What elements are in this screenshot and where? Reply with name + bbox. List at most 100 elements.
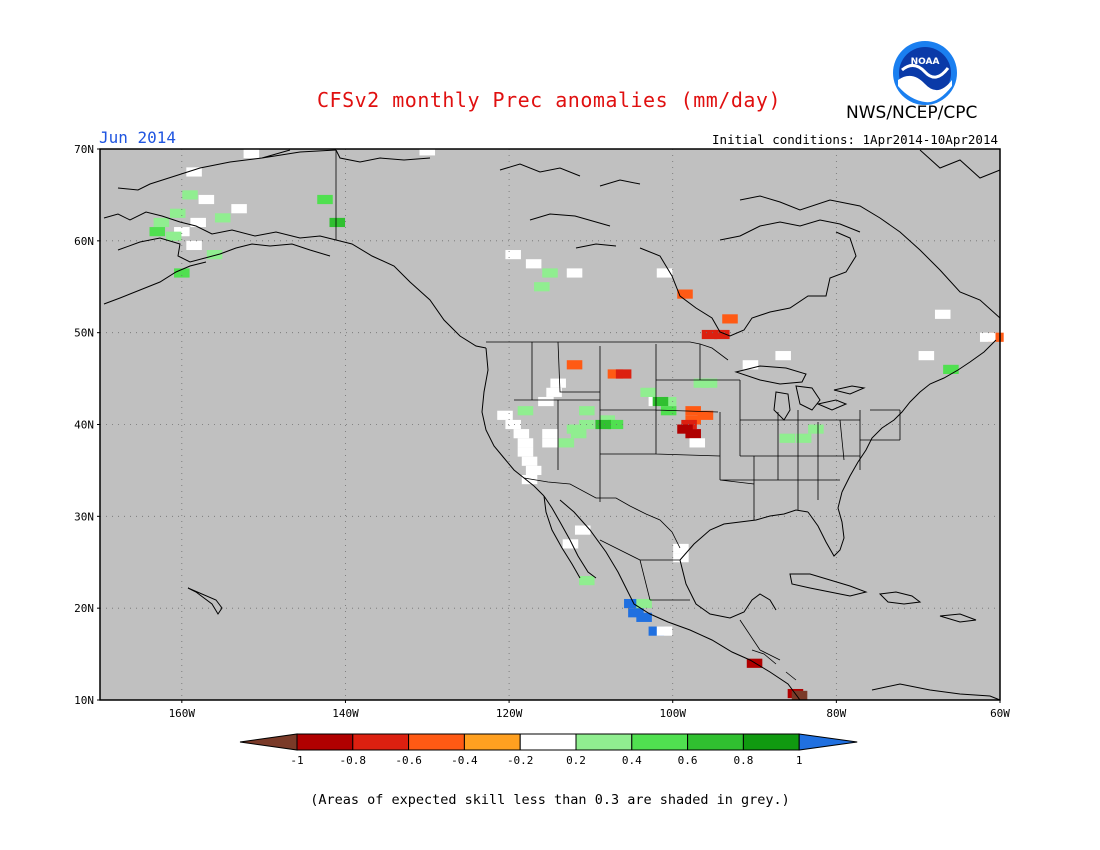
anomaly-cell (628, 608, 644, 618)
anomaly-cell (640, 387, 656, 397)
anomaly-cell (673, 553, 689, 563)
anomaly-cell (677, 424, 693, 434)
agency-label: NWS/NCEP/CPC (846, 103, 978, 123)
anomaly-cell (186, 240, 202, 251)
anomaly-cell (918, 351, 935, 361)
anomaly-cell (934, 309, 951, 319)
anomaly-cell (149, 227, 166, 237)
anomaly-cell (153, 217, 170, 228)
anomaly-cell (685, 429, 701, 439)
lat-tick-label: 30N (74, 510, 94, 523)
anomaly-cell (198, 194, 215, 205)
lat-tick-labels: 70N 60N 50N 40N 30N 20N 10N (74, 143, 100, 707)
anomaly-cell (165, 231, 182, 241)
anomaly-cell (513, 429, 530, 439)
anomaly-cell (714, 329, 730, 340)
color-legend: -1 -0.8 -0.6 -0.4 -0.2 0.2 0.4 0.6 0.8 1 (239, 733, 858, 767)
anomaly-cell (636, 598, 652, 609)
skill-footnote: (Areas of expected skill less than 0.3 a… (310, 792, 790, 808)
lat-tick-label: 10N (74, 694, 94, 707)
anomaly-cell (525, 259, 542, 269)
anomaly-cell (169, 208, 186, 218)
anomaly-cell (538, 396, 554, 407)
anomaly-cell (791, 690, 808, 700)
anomaly-cell (779, 433, 796, 443)
legend-label: 0.2 (566, 754, 586, 767)
anomaly-cell (579, 406, 595, 416)
noaa-logo-text: NOAA (911, 57, 940, 67)
legend-label: -0.2 (507, 754, 534, 767)
anomaly-cell (190, 217, 206, 228)
anomaly-cell (722, 314, 738, 324)
lon-tick-label: 100W (659, 707, 686, 720)
anomaly-cell (419, 146, 436, 156)
anomaly-cell (636, 612, 652, 622)
anomaly-cell (943, 364, 959, 374)
anomaly-cell (566, 360, 583, 370)
anomaly-cell (677, 289, 693, 299)
anomaly-cell (534, 282, 550, 292)
anomaly-cell (562, 539, 579, 549)
map-title: CFSv2 monthly Prec anomalies (mm/day) (316, 88, 782, 112)
anomaly-cell (607, 369, 624, 379)
anomaly-cell (979, 332, 996, 342)
legend-label: -0.4 (451, 754, 478, 767)
legend-swatch (687, 733, 744, 751)
legend-swatch (408, 733, 465, 751)
anomaly-cell (317, 194, 333, 205)
legend-arrow-low (239, 733, 298, 751)
anomaly-cell (182, 190, 198, 200)
legend-swatch (352, 733, 410, 751)
legend-label: 0.8 (733, 754, 753, 767)
anomaly-cell (521, 475, 538, 485)
anomaly-cell (648, 626, 665, 636)
legend-label: 0.4 (622, 754, 642, 767)
anomaly-cell (546, 387, 562, 397)
lat-tick-label: 60N (74, 235, 94, 248)
anomaly-cell (243, 149, 260, 159)
lat-tick-label: 40N (74, 419, 94, 432)
lon-tick-label: 60W (990, 707, 1010, 720)
lon-tick-labels: 160W 140W 120W 100W 80W 60W (169, 700, 1010, 720)
lon-tick-label: 160W (169, 707, 196, 720)
anomaly-cell (660, 396, 677, 407)
legend-swatch (742, 733, 800, 751)
anomaly-cell (517, 447, 534, 457)
lat-tick-label: 70N (74, 143, 94, 156)
anomaly-cell (542, 429, 558, 439)
legend-swatch (463, 733, 521, 751)
anomaly-cell (693, 378, 710, 388)
anomaly-cell (558, 438, 575, 448)
anomaly-cell (697, 410, 714, 420)
anomaly-cell (701, 378, 718, 388)
lon-tick-label: 140W (332, 707, 359, 720)
legend-arrow-high (798, 733, 858, 751)
anomaly-cell (231, 204, 247, 214)
anomaly-cell (652, 396, 669, 407)
anomaly-cell (525, 465, 542, 476)
anomaly-cell (579, 576, 595, 586)
legend-label: 1 (796, 754, 803, 767)
anomaly-cell (566, 268, 583, 278)
anomaly-cell (542, 268, 558, 278)
anomaly-cell (517, 406, 534, 416)
political-borders (335, 150, 901, 681)
anomaly-cell (497, 410, 513, 420)
anomaly-cell (174, 268, 190, 278)
anomaly-cell (505, 250, 521, 260)
lat-tick-label: 50N (74, 327, 94, 340)
coastlines (103, 149, 1001, 701)
legend-label: -0.6 (395, 754, 422, 767)
anomaly-cell (673, 543, 689, 554)
legend-swatch (575, 733, 633, 751)
anomaly-cell (505, 419, 521, 430)
anomaly-cell (742, 360, 759, 370)
anomaly-cell (574, 525, 591, 535)
anomaly-cell (174, 227, 190, 237)
anomaly-cell (595, 419, 611, 430)
anomaly-cell (624, 598, 640, 609)
anomaly-cell (542, 438, 558, 448)
map-grid (100, 149, 1000, 700)
lon-tick-label: 80W (826, 707, 846, 720)
anomaly-cell (186, 167, 202, 177)
